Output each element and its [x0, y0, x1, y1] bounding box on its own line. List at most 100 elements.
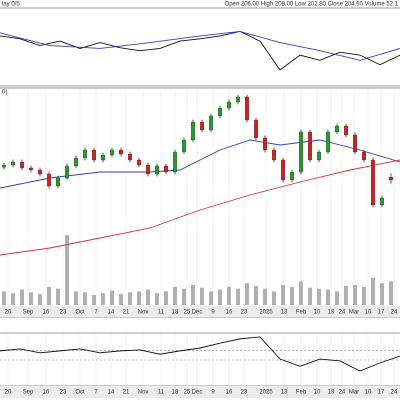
x-tick-label: 7: [94, 310, 98, 316]
x-tick-label: 23: [241, 390, 248, 396]
x-tick-label: 18: [172, 390, 179, 396]
x-tick-label: Oct: [75, 310, 85, 316]
candle-body: [308, 131, 312, 161]
x-tick-label: Oct: [75, 390, 85, 396]
volume-bar: [137, 291, 141, 305]
x-tick-label: 11: [158, 310, 165, 316]
x-tick-label: 13: [281, 310, 288, 316]
x-tick-label: Mar: [349, 390, 359, 396]
panel-label: lay 0/5: [2, 2, 20, 8]
x-tick-label: 18: [328, 390, 335, 396]
candle-body: [389, 177, 393, 181]
volume-bar: [308, 287, 312, 305]
ohlc-header: Open 206.00 High 208.00 Low 202.80 Close…: [225, 2, 399, 8]
volume-bar: [371, 277, 375, 305]
line-series: [0, 31, 400, 61]
volume-bar: [119, 294, 123, 305]
candle-body: [371, 159, 375, 206]
x-tick-label: 17: [378, 390, 385, 396]
line-series: [0, 139, 400, 189]
x-tick-label: 21: [123, 310, 130, 316]
volume-bar: [128, 292, 132, 305]
x-tick-label: 24: [391, 310, 398, 316]
candle-body: [191, 121, 195, 141]
candle-body: [272, 149, 276, 161]
volume-bar: [191, 285, 195, 305]
x-tick-label: Dec: [192, 390, 203, 396]
volume-bar: [227, 286, 231, 305]
candle-body: [11, 161, 15, 166]
candle-body: [236, 96, 240, 103]
candle-body: [335, 125, 339, 133]
x-tick-label: 14: [108, 310, 115, 316]
volume-bar: [290, 286, 294, 305]
line-series: [0, 336, 400, 372]
volume-bar: [245, 283, 249, 305]
candle-body: [245, 96, 249, 121]
candle-body: [56, 177, 60, 187]
volume-bar: [209, 291, 213, 305]
candle-body: [29, 167, 33, 171]
x-tick-label: 14: [108, 390, 115, 396]
x-tick-label: 10: [314, 390, 321, 396]
x-tick-label: Feb: [296, 310, 307, 316]
x-tick-label: 23: [60, 390, 67, 396]
x-tick-label: Nov: [138, 310, 149, 316]
x-tick-label: 16: [43, 310, 50, 316]
candle-body: [92, 149, 96, 161]
volume-bar: [173, 286, 177, 305]
candle-body: [218, 107, 222, 117]
volume-bar: [263, 288, 267, 305]
x-tick-label: 2025: [259, 310, 273, 316]
candle-body: [380, 197, 384, 206]
volume-bar: [146, 289, 150, 305]
volume-bar: [299, 281, 303, 305]
candle-body: [227, 101, 231, 109]
x-tick-label: 25: [184, 390, 191, 396]
candle-body: [2, 164, 6, 168]
x-tick-label: Sep: [23, 310, 34, 316]
candle-body: [137, 159, 141, 166]
x-tick-label: Mar: [349, 310, 359, 316]
line-series: [0, 30, 400, 71]
x-tick-label: 18: [328, 310, 335, 316]
volume-bar: [11, 293, 15, 305]
candle-body: [254, 119, 258, 139]
x-tick-label: 18: [172, 310, 179, 316]
x-tick-label: 16: [226, 310, 233, 316]
candle-body: [47, 173, 51, 187]
volume-bar: [65, 235, 69, 305]
volume-bar: [380, 283, 384, 305]
volume-bar: [155, 293, 159, 305]
candle-body: [20, 161, 24, 169]
volume-bar: [344, 285, 348, 305]
volume-bar: [101, 293, 105, 305]
x-axis-band: [0, 386, 400, 398]
candle-body: [110, 149, 114, 156]
candle-body: [317, 151, 321, 161]
candle-body: [83, 149, 87, 159]
x-tick-label: Dec: [192, 310, 203, 316]
candle-body: [74, 157, 78, 167]
x-axis-band: [0, 306, 400, 317]
volume-bar: [317, 288, 321, 305]
panel-label: 0): [2, 90, 7, 96]
candle-body: [299, 131, 303, 173]
candle-body: [101, 154, 105, 161]
x-tick-label: 21: [123, 390, 130, 396]
volume-bar: [272, 291, 276, 305]
volume-bar: [254, 285, 258, 305]
volume-bar: [281, 285, 285, 305]
volume-bar: [56, 288, 60, 305]
x-tick-label: 10: [314, 310, 321, 316]
x-tick-label: 9: [211, 310, 215, 316]
volume-bar: [92, 295, 96, 305]
candle-body: [164, 165, 168, 173]
volume-bar: [236, 288, 240, 305]
volume-bar: [182, 288, 186, 305]
candle-body: [263, 137, 267, 151]
volume-bar: [362, 286, 366, 305]
x-tick-label: Nov: [138, 390, 149, 396]
volume-bar: [218, 289, 222, 305]
